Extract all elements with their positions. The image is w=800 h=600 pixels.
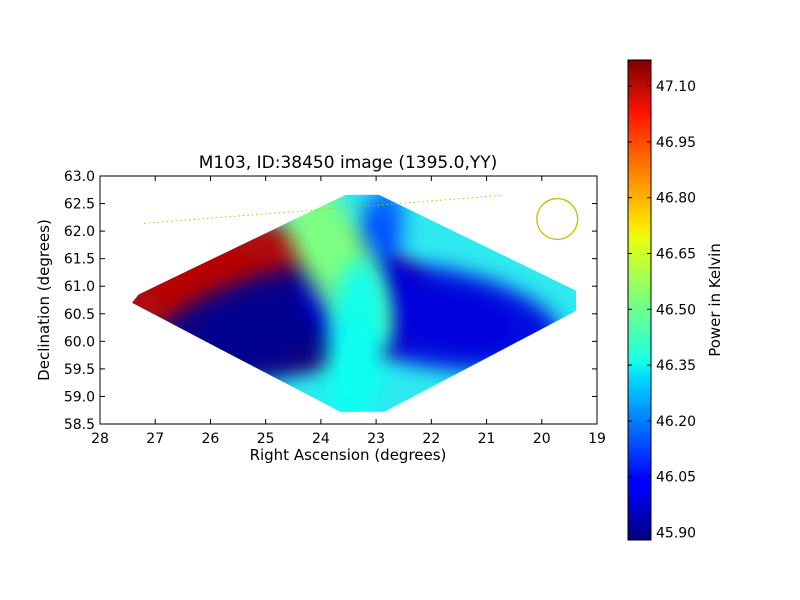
x-tick-label: 24 <box>312 431 330 447</box>
y-tick-label: 60.0 <box>64 334 95 350</box>
x-tick-label: 21 <box>478 431 496 447</box>
heatmap-lobe-core-1 <box>201 298 324 359</box>
colorbar-tick-label: 46.50 <box>656 302 696 318</box>
colorbar-tick-label: 46.65 <box>656 246 696 262</box>
x-tick-label: 23 <box>367 431 385 447</box>
y-tick-label: 59.0 <box>64 389 95 405</box>
colorbar-tick-label: 46.80 <box>656 191 696 207</box>
colorbar: 45.90 46.05 46.20 46.35 46.50 46.65 46.80 46.95… <box>627 59 724 542</box>
colorbar-tick-label: 47.10 <box>656 79 696 95</box>
y-tick-label: 62.5 <box>64 197 95 213</box>
colorbar-gradient <box>627 59 652 541</box>
axes-frame <box>99 175 598 425</box>
chart-title: M103, ID:38450 image (1395.0,YY) <box>199 153 498 173</box>
x-tick-label: 25 <box>257 431 275 447</box>
heatmap-lobe-core-3 <box>393 293 511 348</box>
colorbar-tick-label: 46.20 <box>656 414 696 430</box>
x-tick-label: 22 <box>422 431 440 447</box>
y-tick-label: 61.5 <box>64 252 95 268</box>
x-axis: 28 27 26 25 24 23 22 21 20 19 <box>91 176 606 447</box>
x-tick-label: 26 <box>202 431 220 447</box>
x-tick-label: 28 <box>91 431 109 447</box>
plot-area <box>100 176 597 424</box>
x-tick-label: 19 <box>588 431 606 447</box>
colorbar-tick-label: 46.35 <box>656 358 696 374</box>
y-tick-label: 61.0 <box>64 279 95 295</box>
y-tick-label: 59.5 <box>64 362 95 378</box>
heatmap-lobe-core-4 <box>302 205 355 286</box>
dotted-line <box>144 194 504 224</box>
y-axis: 58.5 59.0 59.5 60.0 60.5 61.0 61.5 62.0 62.5 63.0 <box>64 169 597 433</box>
y-axis-label: Declination (degrees) <box>35 219 53 381</box>
colorbar-tick-label: 45.90 <box>656 526 696 542</box>
y-tick-label: 58.5 <box>64 417 95 433</box>
colorbar-tick-label: 46.95 <box>656 135 696 151</box>
heatmap-lobe-core-5 <box>339 320 371 400</box>
colorbar-label: Power in Kelvin <box>706 243 724 357</box>
x-tick-label: 20 <box>533 431 551 447</box>
y-tick-label: 62.0 <box>64 224 95 240</box>
beam-circle <box>536 197 579 241</box>
y-tick-label: 63.0 <box>64 169 95 185</box>
x-tick-label: 27 <box>146 431 164 447</box>
colorbar-ticks: 45.90 46.05 46.20 46.35 46.50 46.65 46.80 46.95… <box>628 79 696 542</box>
y-tick-label: 60.5 <box>64 307 95 323</box>
colorbar-tick-label: 46.05 <box>656 470 696 486</box>
x-axis-label: Right Ascension (degrees) <box>250 446 447 464</box>
